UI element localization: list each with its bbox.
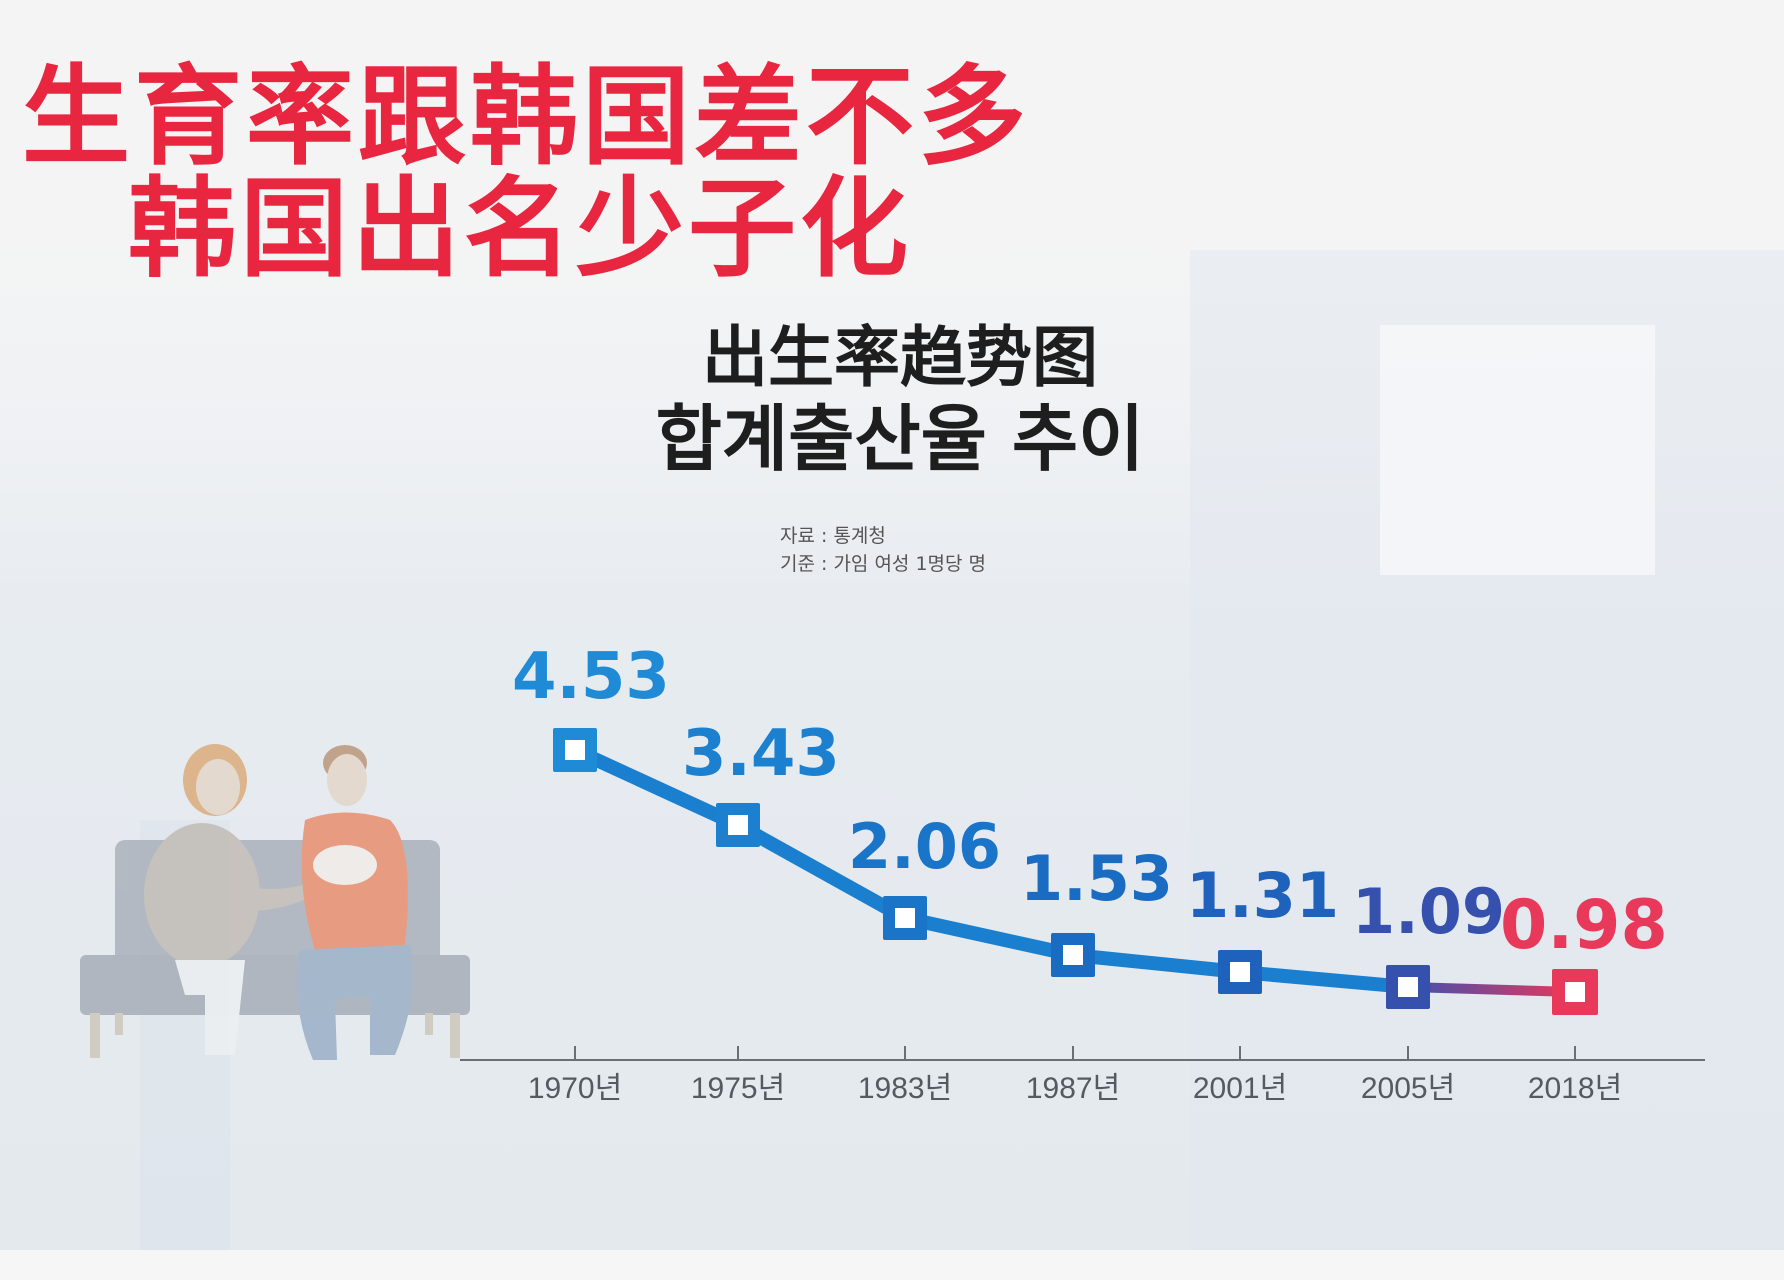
series-line bbox=[572, 743, 1409, 994]
x-label-2005: 2005년 bbox=[1361, 1072, 1455, 1105]
marker-1983 bbox=[883, 896, 927, 940]
x-label-1975: 1975년 bbox=[691, 1072, 785, 1105]
chart-title-chinese: 出生率趋势图 bbox=[702, 319, 1098, 396]
data-markers bbox=[553, 728, 1598, 1015]
value-label-1987: 1.53 bbox=[1020, 842, 1173, 915]
x-label-1970: 1970년 bbox=[528, 1072, 622, 1105]
marker-1987 bbox=[1051, 933, 1095, 977]
x-label-1983: 1983년 bbox=[858, 1072, 952, 1105]
source-text: 자료 : 통계청 bbox=[780, 525, 886, 547]
source-note: 자료 : 통계청 기준 : 가임 여성 1명당 명 bbox=[780, 522, 986, 578]
value-label-2001: 1.31 bbox=[1186, 859, 1339, 932]
value-label-1970: 4.53 bbox=[512, 640, 670, 714]
infographic-background bbox=[0, 250, 1784, 1255]
marker-2005 bbox=[1386, 965, 1430, 1009]
marker-2001 bbox=[1218, 950, 1262, 994]
family-illustration bbox=[80, 744, 470, 1060]
value-label-1975: 3.43 bbox=[682, 717, 840, 791]
chart-title: 出生率趋势图 합계출산율 추이 bbox=[600, 320, 1200, 482]
x-label-2018: 2018년 bbox=[1528, 1072, 1622, 1105]
value-label-2005: 1.09 bbox=[1352, 875, 1505, 948]
headline-line-1: 生育率跟韩国差不多 bbox=[22, 55, 1031, 180]
x-axis-ticks bbox=[574, 1046, 1576, 1060]
headline-line-2: 韩国出名少子化 bbox=[128, 167, 913, 292]
value-label-2018: 0.98 bbox=[1500, 886, 1668, 965]
marker-1975 bbox=[716, 803, 760, 847]
marker-1970 bbox=[553, 728, 597, 772]
background-window bbox=[1380, 325, 1655, 575]
basis-text: 기준 : 가임 여성 1명당 명 bbox=[780, 553, 987, 575]
chart-title-korean: 합계출산율 추이 bbox=[655, 397, 1145, 481]
x-label-1987: 1987년 bbox=[1026, 1072, 1120, 1105]
x-label-2001: 2001년 bbox=[1193, 1072, 1287, 1105]
bottom-strip bbox=[0, 1250, 1784, 1280]
series-line-end-segment bbox=[1407, 982, 1576, 997]
marker-2018 bbox=[1552, 969, 1598, 1015]
value-label-1983: 2.06 bbox=[848, 810, 1001, 883]
